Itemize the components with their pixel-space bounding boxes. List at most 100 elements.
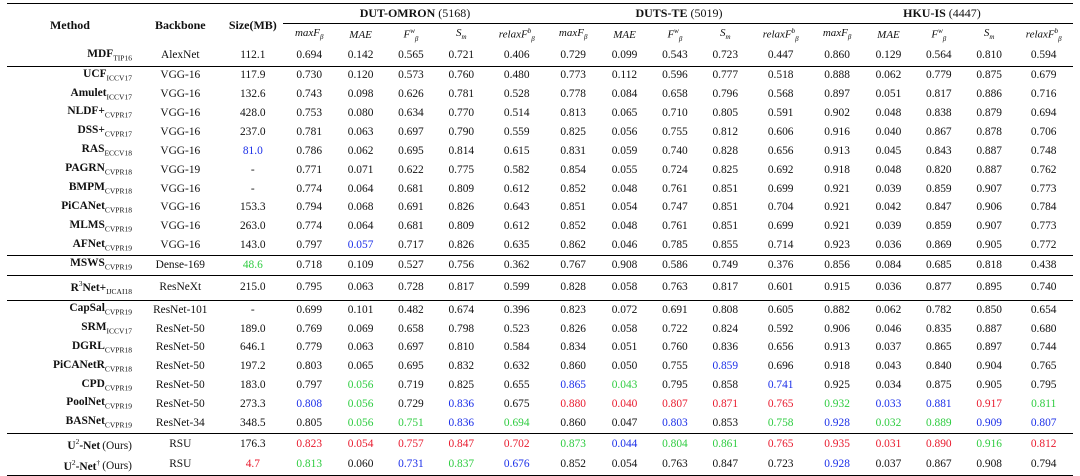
metric-cell: 0.568 [767, 88, 794, 101]
size-cell: 215.0 [222, 275, 284, 301]
metric-cell: 0.699 [767, 220, 794, 233]
metric-cell: 0.054 [611, 201, 638, 214]
metric-cell: 0.763 [649, 275, 701, 301]
table-row: MLMSCVPR19 VGG-16 263.0 0.774 0.064 0.681 0.80… [7, 218, 1073, 237]
metric-cell: 0.084 [863, 255, 914, 276]
metric-cell: 0.048 [875, 107, 902, 120]
metric-header-1-3: Sm [719, 26, 731, 42]
backbone-cell: ResNet-50 [155, 341, 205, 354]
metric-cell: 0.069 [347, 322, 374, 335]
table-row: RASECCV18 VGG-16 81.0 0.786 0.062 0.695 0.814 0… [7, 142, 1073, 161]
metric-cell: 0.702 [486, 433, 547, 455]
metric-cell: 0.803 [296, 360, 323, 373]
header-row-metrics: maxFβ MAE Fwβ Sm relaxFbβ maxFβ MAE Fwβ Sm relaxF… [7, 24, 1073, 47]
metric-cell: 0.836 [448, 398, 475, 411]
metric-cell: 0.818 [964, 255, 1015, 276]
metric-cell: 0.696 [767, 360, 794, 373]
metric-cell: 0.063 [347, 341, 374, 354]
metric-cell: 0.785 [662, 239, 688, 252]
metric-cell: 0.774 [296, 220, 323, 233]
size-cell: 237.0 [239, 125, 266, 138]
metric-cell: 0.120 [335, 65, 386, 86]
metric-header-2-1: MAE [877, 28, 900, 41]
header-row-datasets: Method Backbone Size(MB) DUT-OMRON (5168… [7, 3, 1073, 32]
backbone-cell: ResNet-50 [155, 379, 205, 392]
metric-cell: 0.837 [448, 457, 475, 470]
metric-cell: 0.761 [662, 182, 688, 195]
metric-cell: 0.840 [926, 360, 952, 373]
metric-header-1-4: relaxFbβ [762, 27, 799, 43]
backbone-cell: ResNet-50 [155, 398, 205, 411]
metric-cell: 0.836 [712, 341, 739, 354]
metric-cell: 0.886 [976, 88, 1002, 101]
table-row: PAGRNCVPR18 VGG-19 - 0.771 0.071 0.622 0.775 0.… [7, 161, 1073, 180]
metric-cell: 0.039 [875, 182, 902, 195]
metric-cell: 0.859 [926, 220, 952, 233]
metric-cell: 0.859 [712, 360, 739, 373]
metric-cell: 0.040 [611, 398, 638, 411]
metric-cell: 0.784 [1030, 201, 1057, 214]
metric-cell: 0.807 [1030, 416, 1057, 429]
metric-cell: 0.612 [503, 220, 530, 233]
metric-cell: 0.795 [1030, 379, 1057, 392]
metric-cell: 0.878 [976, 125, 1002, 138]
metric-cell: 0.654 [1014, 300, 1073, 320]
metric-cell: 0.889 [926, 416, 952, 429]
backbone-cell: RSU [169, 457, 192, 470]
metric-cell: 0.751 [398, 416, 424, 429]
metric-cell: 0.606 [767, 125, 794, 138]
metric-cell: 0.582 [503, 163, 530, 176]
metric-cell: 0.658 [398, 322, 424, 335]
metric-cell: 0.060 [347, 457, 374, 470]
table-row: AmuletICCV17 VGG-16 132.6 0.743 0.098 0.626 0.… [7, 86, 1073, 105]
metric-cell: 0.697 [398, 125, 424, 138]
size-cell: 183.0 [239, 379, 266, 392]
metric-cell: 0.771 [296, 163, 323, 176]
metric-cell: 0.762 [1030, 163, 1057, 176]
table-row: AFNetCVPR19 VGG-16 143.0 0.797 0.057 0.717 0.8… [7, 237, 1073, 256]
size-cell: 263.0 [239, 220, 266, 233]
table-row: R3Net+IJCAI18 ResNeXt 215.0 0.795 0.063 0.728… [7, 275, 1073, 301]
metric-cell: 0.059 [611, 144, 638, 157]
metric-cell: 0.055 [611, 163, 638, 176]
method-name: RASECCV18 [81, 143, 132, 158]
metric-cell: 0.756 [436, 255, 487, 276]
metric-cell: 0.740 [1014, 275, 1073, 301]
metric-cell: 0.518 [750, 65, 811, 86]
metric-cell: 0.832 [448, 360, 475, 373]
backbone-cell: VGG-16 [160, 182, 201, 195]
metric-cell: 0.743 [296, 88, 323, 101]
metric-cell: 0.769 [296, 322, 323, 335]
metric-cell: 0.847 [712, 457, 739, 470]
metric-header-0-3: Sm [456, 26, 467, 42]
metric-cell: 0.853 [712, 416, 739, 429]
metric-cell: 0.847 [926, 201, 952, 214]
metric-cell: 0.765 [767, 398, 794, 411]
metric-cell: 0.897 [824, 88, 850, 101]
metric-cell: 0.129 [875, 49, 902, 62]
method-name: PAGRNCVPR18 [65, 162, 132, 177]
metric-cell: 0.109 [335, 255, 386, 276]
metric-cell: 0.599 [486, 275, 547, 301]
metric-cell: 0.860 [560, 360, 586, 373]
metric-cell: 0.039 [875, 220, 902, 233]
metric-cell: 0.807 [662, 398, 688, 411]
size-cell: 348.5 [239, 416, 266, 429]
metric-cell: 0.062 [863, 65, 914, 86]
metric-cell: 0.045 [875, 144, 902, 157]
metric-cell: 0.918 [824, 360, 850, 373]
metric-cell: 0.723 [767, 457, 794, 470]
metric-cell: 0.856 [810, 255, 864, 276]
metric-cell: 0.765 [750, 433, 811, 455]
metric-cell: 0.755 [662, 360, 688, 373]
method-name: MDFTIP16 [87, 47, 132, 63]
metric-cell: 0.043 [875, 360, 902, 373]
metric-cell: 0.813 [560, 107, 586, 120]
table-row: SRMICCV17 ResNet-50 189.0 0.769 0.069 0.658 0.… [7, 320, 1073, 339]
metric-cell: 0.065 [347, 360, 374, 373]
metric-cell: 0.843 [926, 144, 952, 157]
metric-cell: 0.867 [926, 457, 952, 470]
backbone-cell: RSU [137, 433, 223, 455]
metric-cell: 0.778 [560, 88, 586, 101]
metric-cell: 0.717 [398, 239, 424, 252]
